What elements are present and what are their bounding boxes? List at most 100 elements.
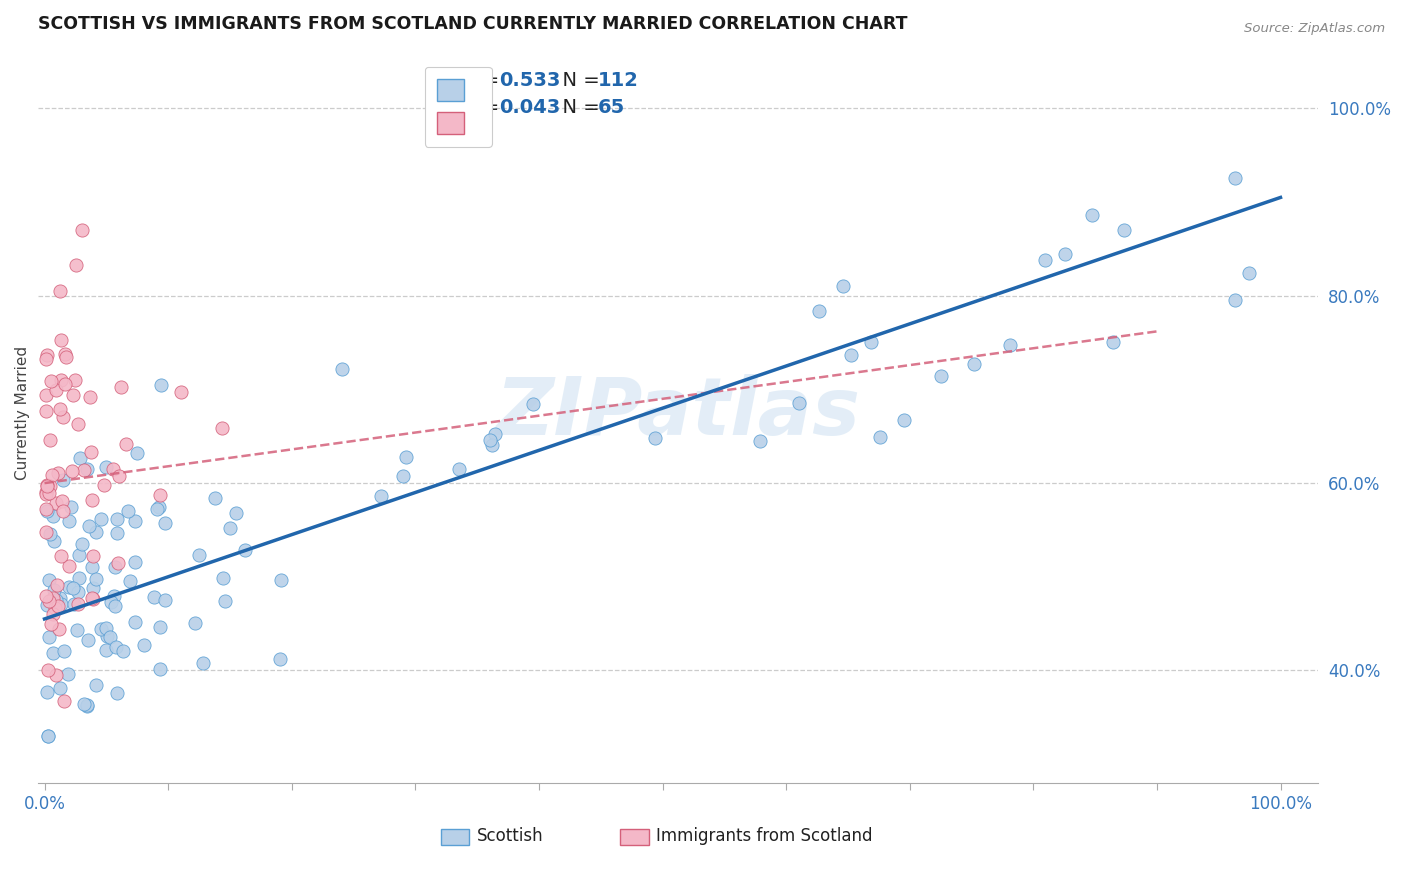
Point	[148, 500, 170, 514]
Point	[370, 489, 392, 503]
Point	[35, 479, 58, 493]
Point	[1033, 253, 1056, 268]
Point	[77, 519, 100, 533]
Point	[332, 362, 354, 376]
Point	[1081, 208, 1104, 222]
Point	[42, 591, 65, 605]
Point	[832, 279, 855, 293]
Point	[82, 591, 104, 606]
Point	[38, 573, 60, 587]
Point	[82, 493, 104, 508]
Point	[79, 390, 101, 404]
Point	[69, 450, 91, 465]
Point	[105, 526, 128, 541]
Point	[110, 380, 132, 394]
Point	[118, 574, 141, 588]
Point	[67, 417, 90, 432]
Point	[82, 591, 104, 606]
Point	[35, 351, 58, 366]
Point	[35, 348, 58, 362]
Point	[48, 681, 70, 695]
FancyBboxPatch shape	[441, 829, 470, 845]
Point	[86, 678, 108, 692]
Point	[39, 374, 62, 388]
Point	[84, 573, 107, 587]
Point	[60, 500, 83, 515]
Point	[51, 493, 73, 508]
Point	[170, 384, 193, 399]
Point	[46, 599, 69, 613]
Point	[96, 621, 118, 635]
Point	[56, 666, 79, 681]
Point	[100, 595, 122, 609]
Point	[42, 607, 65, 621]
Point	[80, 559, 103, 574]
Point	[103, 590, 125, 604]
Point	[38, 486, 60, 500]
Point	[76, 462, 98, 476]
Point	[82, 581, 104, 595]
Point	[153, 516, 176, 530]
Point	[211, 420, 233, 434]
Point	[869, 430, 891, 444]
Point	[111, 644, 134, 658]
Point	[35, 598, 58, 612]
Text: R =: R =	[463, 98, 506, 117]
Point	[66, 624, 89, 638]
Point	[219, 520, 242, 534]
Point	[35, 404, 58, 418]
Point	[46, 578, 69, 592]
Point	[963, 357, 986, 371]
Point	[58, 515, 80, 529]
Point	[37, 664, 59, 678]
Point	[125, 446, 148, 460]
Point	[37, 729, 59, 743]
Point	[52, 473, 75, 487]
Y-axis label: Currently Married: Currently Married	[15, 346, 30, 480]
Point	[35, 388, 58, 402]
Point	[46, 466, 69, 480]
Point	[67, 597, 90, 611]
Point	[58, 580, 80, 594]
Point	[48, 401, 70, 416]
Point	[58, 558, 80, 573]
Point	[76, 632, 98, 647]
Point	[1225, 293, 1247, 308]
Point	[44, 601, 66, 615]
Point	[62, 388, 84, 402]
Point	[146, 502, 169, 516]
Point	[53, 377, 76, 392]
Point	[193, 656, 215, 670]
Point	[35, 685, 58, 699]
Text: SCOTTISH VS IMMIGRANTS FROM SCOTLAND CURRENTLY MARRIED CORRELATION CHART: SCOTTISH VS IMMIGRANTS FROM SCOTLAND CUR…	[38, 15, 908, 33]
Point	[76, 699, 98, 714]
Point	[35, 502, 58, 516]
Point	[45, 384, 67, 398]
Point	[55, 351, 77, 365]
Point	[644, 431, 666, 445]
Point	[1053, 246, 1076, 260]
Point	[484, 427, 506, 442]
Point	[211, 571, 233, 585]
Point	[63, 597, 86, 611]
Point	[124, 615, 146, 630]
Point	[96, 629, 118, 643]
Point	[76, 698, 98, 712]
Point	[204, 491, 226, 506]
Point	[52, 644, 75, 658]
Point	[124, 556, 146, 570]
Point	[893, 413, 915, 427]
Point	[35, 477, 58, 491]
Point	[104, 640, 127, 654]
Point	[1237, 266, 1260, 280]
Point	[45, 668, 67, 682]
Point	[104, 560, 127, 574]
Point	[73, 463, 96, 477]
Point	[395, 450, 418, 464]
Text: N =: N =	[550, 98, 606, 117]
Point	[98, 630, 121, 644]
Point	[225, 506, 247, 520]
Point	[104, 599, 127, 613]
Legend: , : ,	[425, 67, 492, 147]
Point	[72, 223, 94, 237]
